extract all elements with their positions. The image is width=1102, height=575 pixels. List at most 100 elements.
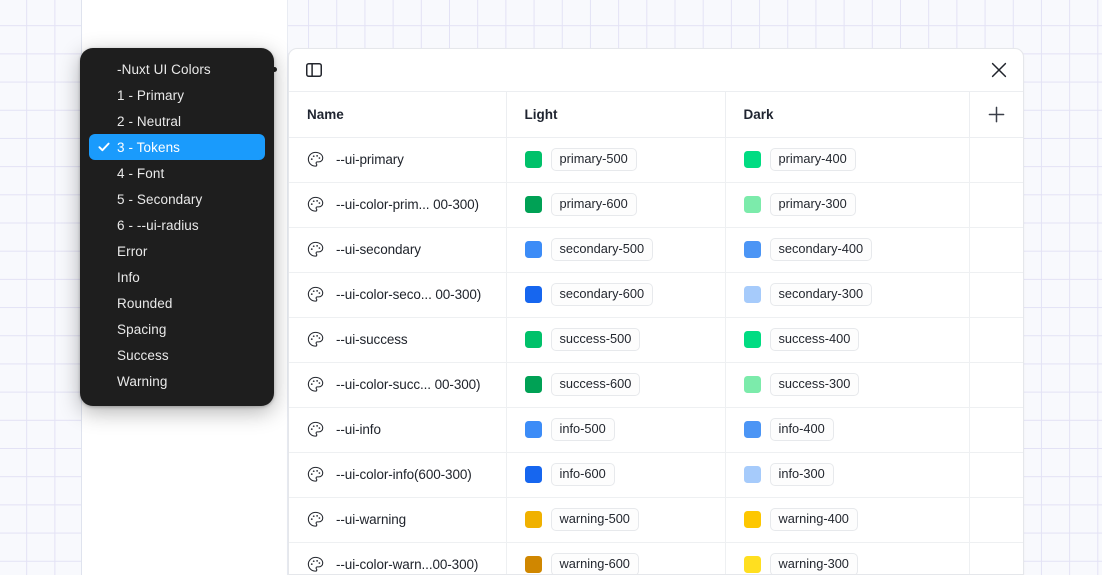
token-value-chip[interactable]: success-600	[550, 372, 641, 397]
table-row[interactable]: --ui-color-info(600-300) info-600 info-300	[289, 452, 1023, 498]
color-swatch	[743, 150, 761, 168]
menu-item-success[interactable]: Success	[89, 342, 265, 368]
token-value-chip[interactable]: info-600	[550, 462, 615, 487]
token-value-chip[interactable]: success-300	[769, 372, 860, 397]
table-row[interactable]: --ui-info info-500 info-400	[289, 407, 1023, 453]
table-row[interactable]: --ui-warning warning-500 warning-400	[289, 497, 1023, 543]
token-light-cell[interactable]: info-500	[506, 407, 726, 453]
token-dark-cell[interactable]: primary-300	[725, 182, 970, 228]
color-swatch	[743, 555, 761, 573]
token-value-chip[interactable]: warning-600	[550, 552, 639, 574]
menu-item-error[interactable]: Error	[89, 238, 265, 264]
table-row[interactable]: --ui-color-prim... 00-300) primary-600 pri…	[289, 182, 1023, 228]
table-row[interactable]: --ui-color-seco... 00-300) secondary-600 s…	[289, 272, 1023, 318]
token-light-cell[interactable]: primary-600	[506, 182, 726, 228]
token-light-cell[interactable]: secondary-500	[506, 227, 726, 273]
token-value-chip[interactable]: info-500	[550, 417, 615, 442]
token-dark-cell[interactable]: info-300	[725, 452, 970, 498]
color-swatch	[524, 420, 542, 438]
token-extra-cell[interactable]	[969, 452, 1023, 498]
token-light-cell[interactable]: warning-500	[506, 497, 726, 543]
token-value-chip[interactable]: secondary-600	[550, 282, 654, 307]
menu-item-warning[interactable]: Warning	[89, 368, 265, 394]
token-name-cell[interactable]: --ui-success	[289, 317, 507, 363]
token-value-chip[interactable]: secondary-500	[550, 237, 654, 262]
palette-icon	[307, 196, 324, 213]
menu-item-2-neutral[interactable]: 2 - Neutral	[89, 108, 265, 134]
token-value-chip[interactable]: info-300	[769, 462, 834, 487]
token-name-cell[interactable]: --ui-info	[289, 407, 507, 453]
token-dark-cell[interactable]: primary-400	[725, 137, 970, 183]
token-extra-cell[interactable]	[969, 542, 1023, 574]
sidebar-panel-icon[interactable]	[303, 59, 325, 81]
token-light-cell[interactable]: warning-600	[506, 542, 726, 574]
token-dark-cell[interactable]: secondary-400	[725, 227, 970, 273]
token-light-cell[interactable]: success-500	[506, 317, 726, 363]
token-extra-cell[interactable]	[969, 272, 1023, 318]
token-name-cell[interactable]: --ui-primary	[289, 137, 507, 183]
token-dark-cell[interactable]: success-300	[725, 362, 970, 408]
table-header-row: Name Light Dark	[289, 92, 1023, 138]
color-swatch	[524, 150, 542, 168]
token-value-chip[interactable]: info-400	[769, 417, 834, 442]
menu-item-5-secondary[interactable]: 5 - Secondary	[89, 186, 265, 212]
token-dark-cell[interactable]: info-400	[725, 407, 970, 453]
token-dark-cell[interactable]: secondary-300	[725, 272, 970, 318]
token-extra-cell[interactable]	[969, 227, 1023, 273]
token-light-cell[interactable]: success-600	[506, 362, 726, 408]
token-value-chip[interactable]: primary-600	[550, 192, 637, 217]
menu-item-3-tokens[interactable]: 3 - Tokens	[89, 134, 265, 160]
token-light-cell[interactable]: secondary-600	[506, 272, 726, 318]
token-extra-cell[interactable]	[969, 137, 1023, 183]
menu-item-rounded[interactable]: Rounded	[89, 290, 265, 316]
token-value-chip[interactable]: secondary-300	[769, 282, 873, 307]
token-name-cell[interactable]: --ui-color-info(600-300)	[289, 452, 507, 498]
token-value-chip[interactable]: primary-400	[769, 147, 856, 172]
token-value-chip[interactable]: warning-400	[769, 507, 858, 532]
palette-icon	[307, 511, 324, 528]
token-name-cell[interactable]: --ui-color-succ... 00-300)	[289, 362, 507, 408]
column-header-light[interactable]: Light	[506, 92, 726, 138]
color-swatch	[524, 240, 542, 258]
token-value-chip[interactable]: primary-300	[769, 192, 856, 217]
column-header-dark[interactable]: Dark	[725, 92, 970, 138]
token-value-chip[interactable]: warning-500	[550, 507, 639, 532]
token-dark-cell[interactable]: warning-300	[725, 542, 970, 574]
token-name-cell[interactable]: --ui-warning	[289, 497, 507, 543]
menu-item-spacing[interactable]: Spacing	[89, 316, 265, 342]
menu-item-label: 3 - Tokens	[117, 139, 181, 155]
menu-item-nuxt-ui-colors[interactable]: -Nuxt UI Colors	[89, 56, 265, 82]
plus-icon[interactable]	[983, 101, 1009, 127]
token-name-cell[interactable]: --ui-secondary	[289, 227, 507, 273]
layers-dropdown-menu[interactable]: -Nuxt UI Colors 1 - Primary 2 - Neutral 3 -…	[80, 48, 274, 406]
token-name-cell[interactable]: --ui-color-seco... 00-300)	[289, 272, 507, 318]
column-header-name[interactable]: Name	[289, 92, 507, 138]
token-name-cell[interactable]: --ui-color-prim... 00-300)	[289, 182, 507, 228]
token-value-chip[interactable]: success-500	[550, 327, 641, 352]
table-row[interactable]: --ui-color-succ... 00-300) success-600 suc…	[289, 362, 1023, 408]
menu-item-label: -Nuxt UI Colors	[117, 61, 211, 77]
token-extra-cell[interactable]	[969, 182, 1023, 228]
menu-item-4-font[interactable]: 4 - Font	[89, 160, 265, 186]
token-dark-cell[interactable]: success-400	[725, 317, 970, 363]
token-extra-cell[interactable]	[969, 317, 1023, 363]
token-value-chip[interactable]: primary-500	[550, 147, 637, 172]
menu-item-info[interactable]: Info	[89, 264, 265, 290]
table-row[interactable]: --ui-success success-500 success-400	[289, 317, 1023, 363]
menu-item-6-ui-radius[interactable]: 6 - --ui-radius	[89, 212, 265, 238]
close-icon[interactable]	[987, 58, 1011, 82]
token-light-cell[interactable]: primary-500	[506, 137, 726, 183]
token-extra-cell[interactable]	[969, 407, 1023, 453]
token-extra-cell[interactable]	[969, 362, 1023, 408]
token-light-cell[interactable]: info-600	[506, 452, 726, 498]
table-row[interactable]: --ui-secondary secondary-500 secondary-400	[289, 227, 1023, 273]
token-extra-cell[interactable]	[969, 497, 1023, 543]
token-value-chip[interactable]: success-400	[769, 327, 860, 352]
table-row[interactable]: --ui-primary primary-500 primary-400	[289, 137, 1023, 183]
token-value-chip[interactable]: secondary-400	[769, 237, 873, 262]
token-value-chip[interactable]: warning-300	[769, 552, 858, 574]
token-dark-cell[interactable]: warning-400	[725, 497, 970, 543]
token-name-cell[interactable]: --ui-color-warn...00-300)	[289, 542, 507, 574]
table-row[interactable]: --ui-color-warn...00-300) warning-600 warn…	[289, 542, 1023, 574]
menu-item-1-primary[interactable]: 1 - Primary	[89, 82, 265, 108]
